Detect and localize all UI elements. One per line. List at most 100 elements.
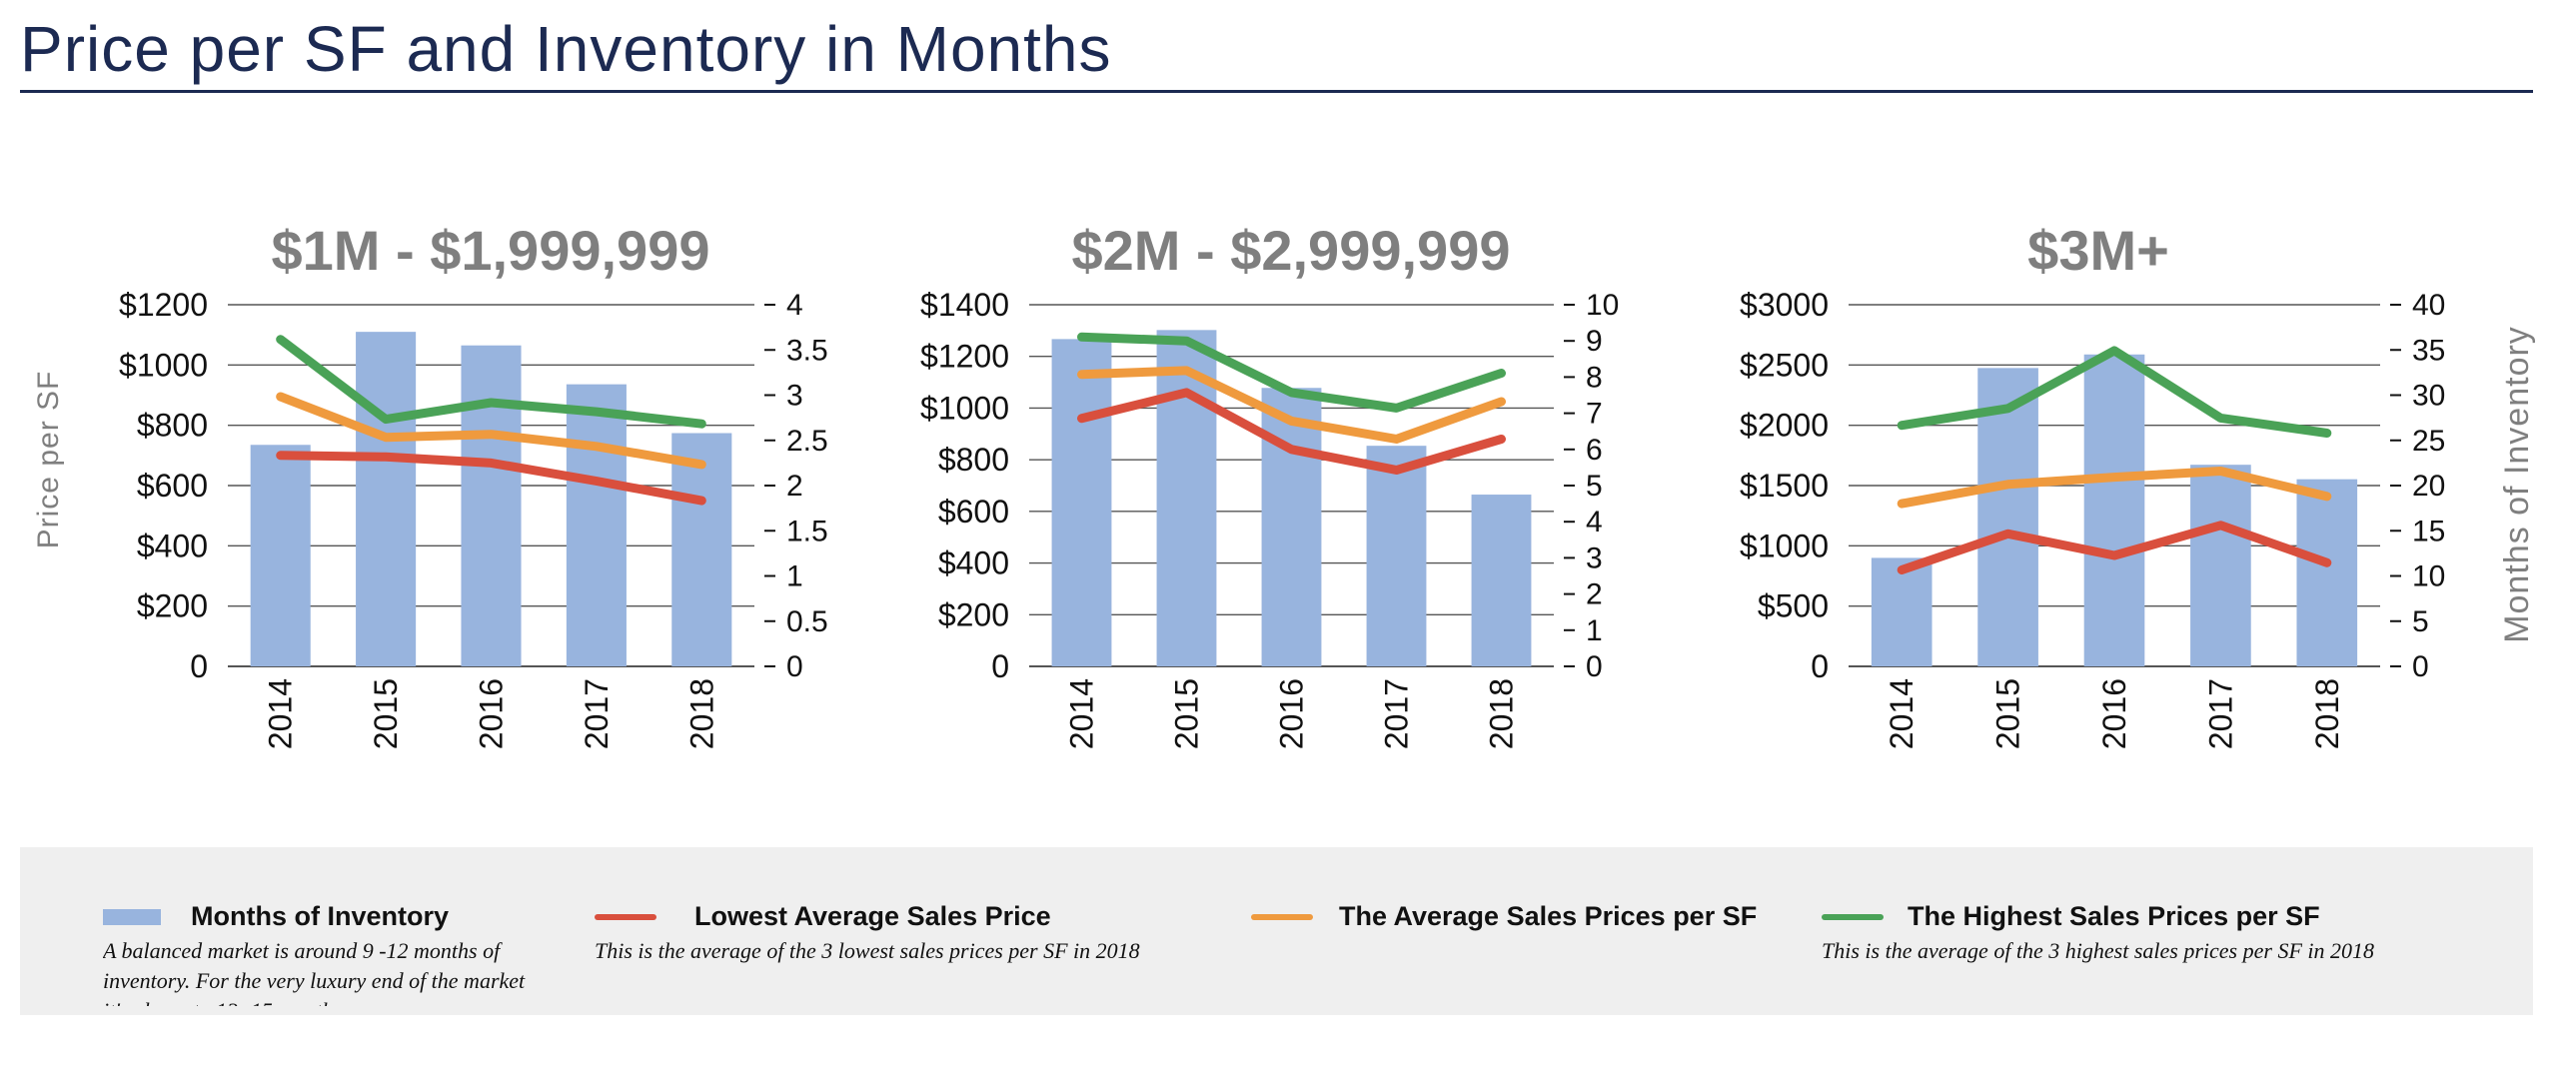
lowest-line xyxy=(1077,388,1506,475)
chart-title: $2M - $2,999,999 xyxy=(1072,219,1511,282)
y2-tick-label: 9 xyxy=(1586,325,1603,358)
average-line xyxy=(1077,366,1506,444)
y-tick-label: $1000 xyxy=(119,347,208,383)
y-tick-label: 0 xyxy=(1811,648,1829,684)
inventory-bar xyxy=(1471,495,1532,666)
legend-item-highest: The Highest Sales Prices per SF This is … xyxy=(1822,901,2374,966)
y-tick-label: $3000 xyxy=(1740,287,1829,323)
x-tick-label: 2018 xyxy=(1484,678,1520,749)
y-tick-label: $1200 xyxy=(119,287,208,323)
y2-tick-label: 2 xyxy=(786,470,803,503)
x-tick-label: 2016 xyxy=(1274,678,1310,749)
lowest-line xyxy=(276,451,706,506)
inventory-bar xyxy=(356,332,417,666)
chart-2: $2M - $2,999,999 0 $200 $400 $600 $800 $1000 $1… xyxy=(920,219,1619,749)
left-axis-title: Price per SF xyxy=(32,371,65,549)
inventory-bar xyxy=(2083,354,2145,666)
y-tick-label: $1000 xyxy=(920,390,1009,426)
lowest-line xyxy=(1897,521,2332,574)
average-line xyxy=(1897,467,2332,509)
y2-tick-label: 3.5 xyxy=(786,334,828,367)
inventory-bar xyxy=(671,433,732,666)
legend-red-line-swatch xyxy=(595,913,656,920)
inventory-bar xyxy=(250,445,311,666)
legend-item-average: The Average Sales Prices per SF xyxy=(1251,901,1757,932)
x-tick-label: 2017 xyxy=(1379,678,1415,749)
legend-item-lowest: Lowest Average Sales Price This is the a… xyxy=(595,901,1140,966)
inventory-bar xyxy=(1366,446,1427,666)
legend-note: A balanced market is around 9 -12 months… xyxy=(103,938,526,1006)
legend-note: This is the average of the 3 highest sal… xyxy=(1822,938,2374,963)
x-tick-label: 2018 xyxy=(2309,678,2345,749)
y2-tick-label: 1.5 xyxy=(786,515,828,547)
y2-tick-label: 4 xyxy=(786,289,803,322)
y2-tick-label: 7 xyxy=(1586,398,1603,431)
inventory-bar xyxy=(1051,339,1112,666)
x-tick-label: 2017 xyxy=(2202,678,2238,749)
inventory-bar xyxy=(1977,368,2038,666)
y-tick-label: $1400 xyxy=(920,287,1009,323)
y2-tick-label: 0 xyxy=(2412,650,2429,683)
y2-tick-label: 2.5 xyxy=(786,425,828,458)
y2-tick-label: 25 xyxy=(2412,425,2445,458)
inventory-bar xyxy=(1261,388,1322,666)
y-tick-label: $500 xyxy=(1758,588,1829,624)
chart-3: $3M+ 0 $500 $1000 $1500 $2000 $2500 $3000 0 5 10 15… xyxy=(1740,219,2445,749)
y2-tick-label: 0 xyxy=(786,650,803,683)
x-tick-label: 2015 xyxy=(368,678,404,749)
x-tick-label: 2014 xyxy=(1884,678,1920,749)
highest-line xyxy=(276,335,706,429)
charts-canvas: Price per SF Months of Inventory $1M - $… xyxy=(32,219,2536,749)
legend-label: Lowest Average Sales Price xyxy=(694,901,1051,931)
legend-label: The Highest Sales Prices per SF xyxy=(1908,901,2320,931)
legend-note: This is the average of the 3 lowest sale… xyxy=(595,938,1140,963)
y-tick-label: 0 xyxy=(190,648,208,684)
chart-title: $3M+ xyxy=(2027,219,2169,282)
y2-tick-label: 2 xyxy=(1586,578,1603,611)
y-tick-label: $1200 xyxy=(920,339,1009,375)
y2-tick-label: 0.5 xyxy=(786,605,828,638)
x-tick-label: 2017 xyxy=(579,678,615,749)
legend-panel: Months of Inventory A balanced market is… xyxy=(20,847,2533,1015)
y2-tick-label: 1 xyxy=(1586,614,1603,647)
y2-tick-label: 3 xyxy=(786,380,803,413)
title-divider xyxy=(20,90,2533,93)
legend-green-line-swatch xyxy=(1822,913,1884,920)
x-tick-label: 2014 xyxy=(263,678,299,749)
highest-line xyxy=(1077,332,1506,413)
y2-tick-label: 5 xyxy=(1586,470,1603,503)
y2-tick-label: 1 xyxy=(786,560,803,593)
x-tick-label: 2014 xyxy=(1064,678,1100,749)
average-line xyxy=(276,392,706,470)
y2-tick-label: 8 xyxy=(1586,361,1603,394)
chart-title: $1M - $1,999,999 xyxy=(272,219,710,282)
chart-1: $1M - $1,999,999 0 $200 $400 $600 $800 $1000 $1… xyxy=(119,219,828,749)
y2-tick-label: 20 xyxy=(2412,470,2445,503)
y2-tick-label: 0 xyxy=(1586,650,1603,683)
y2-tick-label: 3 xyxy=(1586,541,1603,574)
x-tick-label: 2016 xyxy=(2096,678,2132,749)
y-tick-label: 0 xyxy=(991,648,1009,684)
page-title: Price per SF and Inventory in Months xyxy=(20,13,1112,85)
x-tick-label: 2015 xyxy=(1169,678,1205,749)
y-tick-label: $800 xyxy=(938,442,1009,478)
x-tick-label: 2015 xyxy=(1990,678,2026,749)
right-axis-title: Months of Inventory xyxy=(2498,326,2536,643)
inventory-bar xyxy=(2296,479,2358,666)
legend-bar-swatch xyxy=(103,908,161,925)
y-tick-label: $800 xyxy=(137,408,208,444)
y2-tick-label: 4 xyxy=(1586,506,1603,538)
highest-line xyxy=(1897,346,2332,438)
y2-tick-label: 10 xyxy=(2412,560,2445,593)
y2-tick-label: 40 xyxy=(2412,289,2445,322)
y-tick-label: $1000 xyxy=(1740,528,1829,563)
y2-tick-label: 15 xyxy=(2412,515,2445,547)
inventory-bar xyxy=(461,345,522,666)
y-tick-label: $600 xyxy=(938,494,1009,530)
y-tick-label: $600 xyxy=(137,468,208,504)
y2-tick-label: 6 xyxy=(1586,434,1603,467)
inventory-bar xyxy=(566,384,627,666)
y-tick-label: $400 xyxy=(137,528,208,563)
y-tick-label: $200 xyxy=(137,588,208,624)
x-tick-label: 2018 xyxy=(683,678,719,749)
